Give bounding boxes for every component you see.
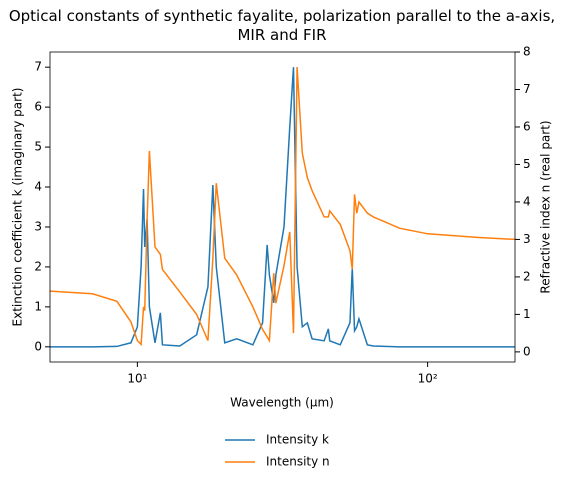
x-tick-label: 10¹ — [127, 372, 147, 386]
y2-tick-label: 1 — [523, 307, 531, 321]
y-tick-label: 0 — [34, 339, 42, 353]
y-tick-label: 6 — [34, 100, 42, 114]
x-axis-label: Wavelength (μm) — [230, 396, 334, 410]
y2-tick-label: 6 — [523, 119, 531, 133]
y2-axis-label: Refractive index n (real part) — [539, 120, 553, 293]
y-tick-label: 7 — [34, 60, 42, 74]
y-tick-label: 2 — [34, 259, 42, 273]
y-tick-label: 5 — [34, 140, 42, 154]
x-tick-label: 10² — [418, 372, 438, 386]
y2-tick-label: 7 — [523, 82, 531, 96]
legend-label: Intensity k — [266, 433, 329, 447]
chart-title: Optical constants of synthetic fayalite,… — [8, 7, 556, 44]
y-tick-label: 1 — [34, 299, 42, 313]
y2-tick-label: 2 — [523, 269, 531, 283]
y2-tick-label: 8 — [523, 45, 531, 59]
y2-tick-label: 0 — [523, 344, 531, 358]
data-line — [50, 66, 515, 347]
y-tick-label: 3 — [34, 219, 42, 233]
legend-label: Intensity n — [266, 455, 330, 469]
y2-tick-label: 3 — [523, 232, 531, 246]
y-tick-label: 4 — [34, 180, 42, 194]
y-axis-label: Extinction coefficient k (imaginary part… — [11, 88, 25, 327]
y2-tick-label: 4 — [523, 194, 531, 208]
plot-frame — [49, 51, 516, 363]
y2-tick-label: 5 — [523, 157, 531, 171]
